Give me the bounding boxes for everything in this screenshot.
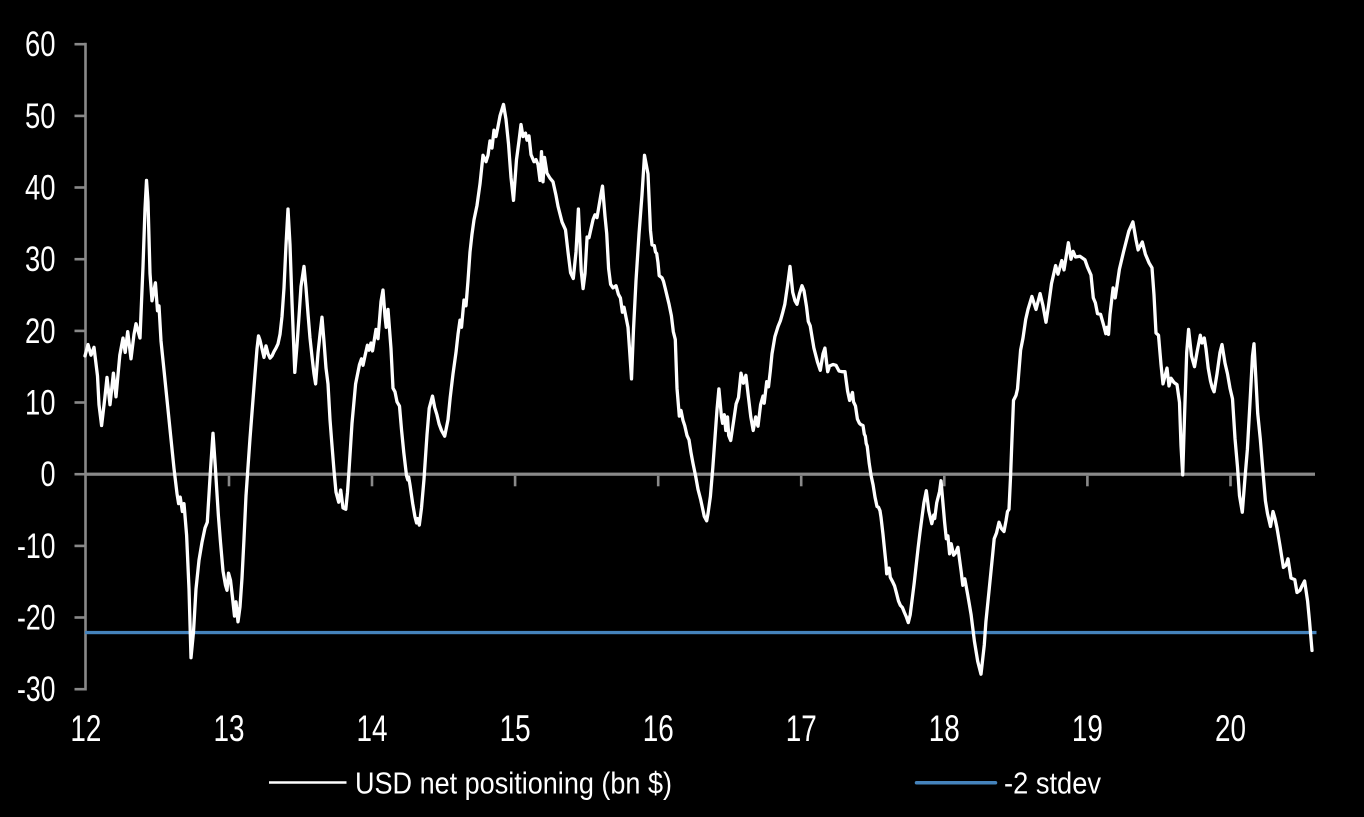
svg-text:-30: -30 [17, 670, 56, 709]
svg-text:40: 40 [25, 169, 56, 208]
svg-text:13: 13 [214, 708, 245, 749]
svg-text:19: 19 [1072, 708, 1103, 749]
svg-text:20: 20 [1215, 708, 1246, 749]
svg-text:18: 18 [929, 708, 960, 749]
svg-text:-20: -20 [17, 599, 56, 638]
svg-text:USD net positioning (bn $): USD net positioning (bn $) [355, 765, 672, 800]
svg-text:10: 10 [25, 384, 56, 423]
svg-text:20: 20 [25, 312, 56, 351]
svg-text:16: 16 [643, 708, 674, 749]
svg-text:12: 12 [70, 708, 101, 749]
svg-text:0: 0 [41, 455, 56, 494]
svg-text:50: 50 [25, 97, 56, 136]
svg-text:-10: -10 [17, 527, 56, 566]
svg-text:14: 14 [357, 708, 388, 749]
svg-text:-2 stdev: -2 stdev [1004, 765, 1101, 800]
svg-text:15: 15 [500, 708, 531, 749]
svg-text:30: 30 [25, 240, 56, 279]
svg-text:17: 17 [786, 708, 817, 749]
svg-text:60: 60 [25, 25, 56, 64]
